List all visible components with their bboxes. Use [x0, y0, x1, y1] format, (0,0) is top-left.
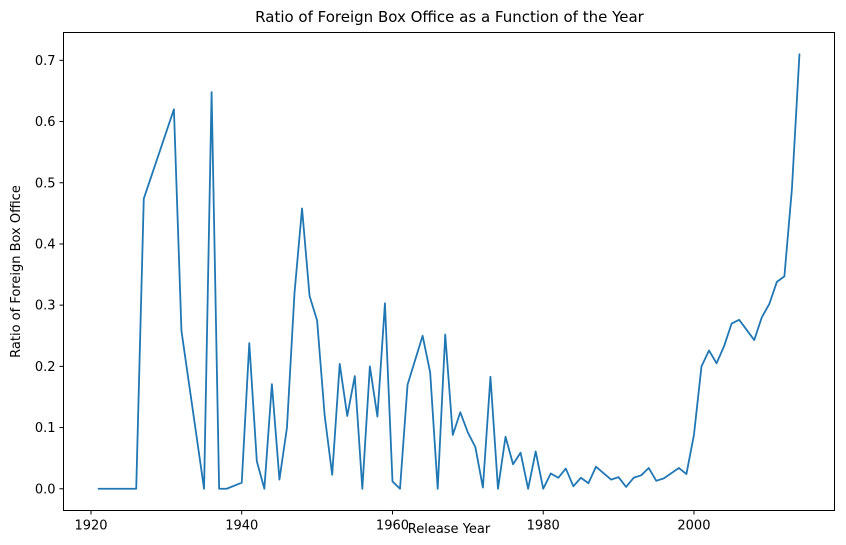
x-axis-label: Release Year: [408, 522, 491, 537]
y-tick-label: 0.4: [35, 237, 56, 252]
y-axis-label: Ratio of Foreign Box Office: [9, 185, 24, 358]
y-tick-label: 0.1: [35, 421, 56, 436]
x-axis-ticks: 1920 1940 1960 1980 2000: [74, 510, 710, 534]
y-tick-label: 0.7: [35, 54, 56, 69]
series-line: [97, 53, 801, 490]
y-tick-label: 0.6: [35, 115, 56, 130]
plot-frame: [63, 32, 835, 511]
x-tick-label: 1980: [527, 519, 560, 534]
x-tick-label: 1940: [225, 519, 258, 534]
chart-title: Ratio of Foreign Box Office as a Functio…: [255, 8, 645, 26]
y-axis-ticks: 0.0 0.1 0.2 0.3 0.4 0.5 0.6 0.7: [35, 54, 64, 497]
x-tick-label: 2000: [677, 519, 710, 534]
y-tick-label: 0.3: [35, 299, 56, 314]
x-tick-label: 1960: [376, 519, 409, 534]
x-tick-label: 1920: [74, 519, 107, 534]
y-tick-label: 0.2: [35, 360, 56, 375]
y-tick-label: 0.0: [35, 482, 56, 497]
y-tick-label: 0.5: [35, 176, 56, 191]
